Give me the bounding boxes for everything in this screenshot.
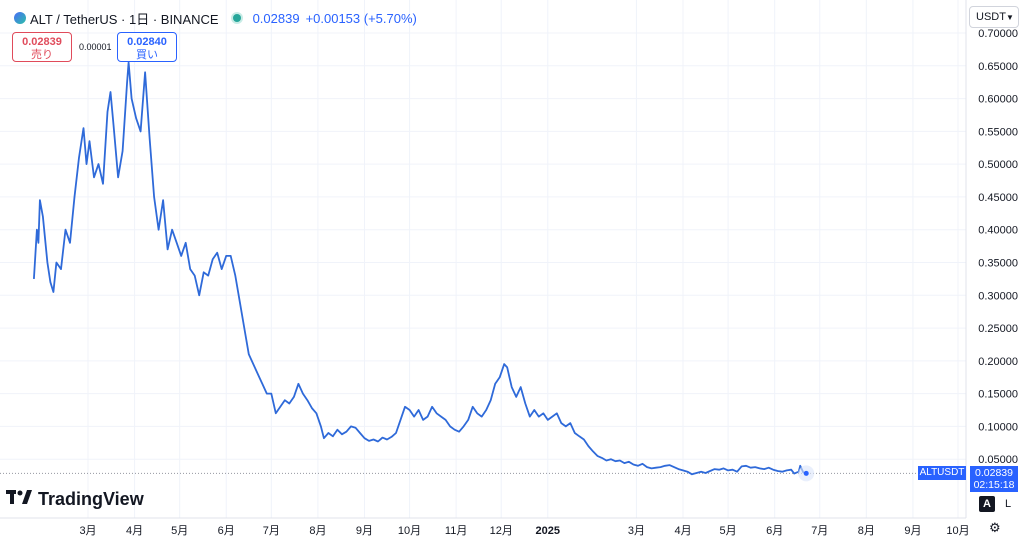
- x-tick-label: 8月: [858, 525, 875, 537]
- x-tick-label: 9月: [904, 525, 921, 537]
- y-tick-label: 0.65000: [978, 61, 1018, 73]
- spread-value: 0.00001: [79, 42, 112, 52]
- x-tick-label: 2025: [536, 525, 560, 537]
- x-tick-label: 8月: [309, 525, 326, 537]
- x-tick-label: 9月: [356, 525, 373, 537]
- buy-price: 0.02840: [127, 36, 167, 48]
- x-tick-label: 7月: [811, 525, 828, 537]
- y-tick-label: 0.15000: [978, 389, 1018, 401]
- y-tick-label: 0.50000: [978, 159, 1018, 171]
- x-tick-label: 5月: [171, 525, 188, 537]
- x-tick-label: 3月: [79, 525, 96, 537]
- y-tick-label: 0.60000: [978, 94, 1018, 106]
- x-tick-label: 4月: [674, 525, 691, 537]
- y-tick-label: 0.70000: [978, 28, 1018, 40]
- symbol-logo-icon[interactable]: [14, 12, 26, 24]
- grid-vertical: [87, 0, 959, 518]
- last-price-value: 0.02839: [975, 467, 1013, 479]
- x-tick-label: 11月: [445, 525, 467, 537]
- chart-header: ALT / TetherUS · 1日 · BINANCE 0.02839 +0…: [14, 9, 417, 27]
- last-point: [803, 470, 809, 476]
- sell-label: 売り: [31, 49, 53, 61]
- tradingview-logo[interactable]: TradingView: [6, 488, 144, 510]
- x-tick-label: 7月: [263, 525, 280, 537]
- y-tick-label: 0.20000: [978, 356, 1018, 368]
- x-tick-label: 10月: [398, 525, 421, 537]
- gear-icon[interactable]: ⚙: [989, 520, 1001, 535]
- series-line: [33, 61, 807, 476]
- header-change: +0.00153 (+5.70%): [305, 10, 417, 26]
- x-tick-label: 3月: [628, 525, 645, 537]
- x-tick-label: 12月: [490, 525, 513, 537]
- sell-button[interactable]: 0.02839 売り: [12, 32, 72, 62]
- market-open-status-icon: [232, 14, 241, 22]
- price-axis: 0.05000 0.10000 0.15000 0.20000 0.25000 0.300…: [978, 28, 1018, 466]
- y-tick-label: 0.25000: [978, 323, 1018, 335]
- header-last-value: 0.02839: [252, 10, 300, 26]
- auto-scale-button[interactable]: A: [979, 496, 995, 512]
- buy-label: 買い: [136, 49, 158, 61]
- y-tick-label: 0.55000: [978, 126, 1018, 138]
- x-tick-label: 10月: [946, 525, 969, 537]
- last-price-tag: 0.02839 02:15:18: [970, 466, 1018, 492]
- sell-price: 0.02839: [22, 36, 62, 48]
- currency-value: USDT: [976, 11, 1006, 23]
- y-tick-label: 0.10000: [978, 421, 1018, 433]
- log-scale-button[interactable]: L: [1004, 498, 1012, 510]
- logo-text: TradingView: [38, 488, 144, 509]
- tradingview-logo-icon: [6, 488, 32, 510]
- y-tick-label: 0.30000: [978, 290, 1018, 302]
- time-axis: 3月 4月 5月 6月 7月 8月 9月 10月 11月 12月 2025 3月 4月 5月 6月 7月 8月 9…: [79, 525, 969, 537]
- chevron-down-icon: ▼: [1005, 12, 1014, 22]
- x-tick-label: 4月: [126, 525, 143, 537]
- y-tick-label: 0.05000: [978, 454, 1018, 466]
- buy-button[interactable]: 0.02840 買い: [117, 32, 177, 62]
- x-tick-label: 6月: [766, 525, 783, 537]
- grid-horizontal: [0, 32, 966, 460]
- x-tick-label: 5月: [720, 525, 737, 537]
- x-tick-label: 6月: [218, 525, 235, 537]
- y-tick-label: 0.40000: [978, 225, 1018, 237]
- bar-countdown: 02:15:18: [973, 479, 1015, 491]
- symbol-title[interactable]: ALT / TetherUS · 1日 · BINANCE: [30, 11, 219, 27]
- symbol-price-tag: ALTUSDT: [918, 466, 966, 480]
- y-tick-label: 0.35000: [978, 258, 1018, 270]
- y-tick-label: 0.45000: [978, 192, 1018, 204]
- currency-select[interactable]: USDT ▼: [969, 6, 1019, 28]
